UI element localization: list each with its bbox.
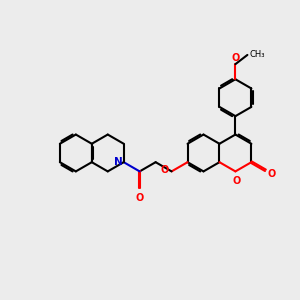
Text: O: O [268,169,276,179]
Text: O: O [161,165,169,175]
Text: CH₃: CH₃ [250,50,265,58]
Text: O: O [231,53,239,63]
Text: O: O [232,176,240,187]
Text: N: N [114,157,122,166]
Text: O: O [136,193,144,203]
